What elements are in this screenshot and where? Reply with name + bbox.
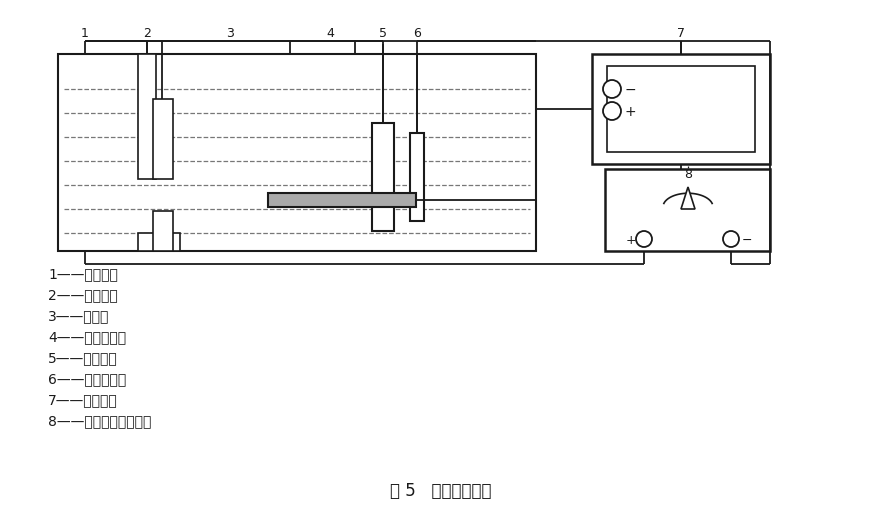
- Text: 7: 7: [677, 27, 685, 40]
- Text: +: +: [625, 105, 637, 119]
- Bar: [138, 55, 156, 180]
- Bar: [138, 55, 156, 180]
- Bar: [607, 67, 755, 153]
- Text: 4——脱锡溶液；: 4——脱锡溶液；: [48, 329, 126, 344]
- Bar: [58, 55, 536, 251]
- Bar: [138, 234, 180, 251]
- Text: 2——试样夹；: 2——试样夹；: [48, 288, 118, 301]
- Bar: [268, 193, 416, 208]
- Bar: [153, 100, 173, 180]
- Text: 5: 5: [379, 27, 387, 40]
- Bar: [153, 100, 173, 180]
- Text: 3: 3: [226, 27, 234, 40]
- Bar: [372, 124, 394, 232]
- Text: 2: 2: [143, 27, 151, 40]
- Text: 5——碳电极；: 5——碳电极；: [48, 350, 118, 364]
- Bar: [592, 55, 770, 165]
- Bar: [153, 212, 173, 251]
- Circle shape: [603, 103, 621, 121]
- Bar: [605, 169, 770, 251]
- Text: −: −: [742, 233, 752, 246]
- Text: +: +: [625, 233, 636, 246]
- Text: 8: 8: [684, 167, 692, 181]
- Text: 图 5   电解脱锡装置: 图 5 电解脱锡装置: [390, 481, 492, 499]
- Text: 8——恒电流直流电源。: 8——恒电流直流电源。: [48, 413, 152, 427]
- Text: 7——记录仪；: 7——记录仪；: [48, 392, 118, 406]
- Circle shape: [603, 81, 621, 99]
- Circle shape: [636, 232, 652, 247]
- Text: 1——脱锡槽；: 1——脱锡槽；: [48, 267, 118, 280]
- Bar: [410, 134, 424, 221]
- Text: 4: 4: [326, 27, 334, 40]
- Text: 6: 6: [413, 27, 421, 40]
- Bar: [153, 212, 173, 251]
- Bar: [138, 234, 180, 251]
- Circle shape: [723, 232, 739, 247]
- Polygon shape: [681, 188, 695, 210]
- Text: 6——参考电极；: 6——参考电极；: [48, 371, 126, 385]
- Text: 3——试样；: 3——试样；: [48, 308, 109, 322]
- Text: 1: 1: [81, 27, 89, 40]
- Text: −: −: [625, 83, 637, 97]
